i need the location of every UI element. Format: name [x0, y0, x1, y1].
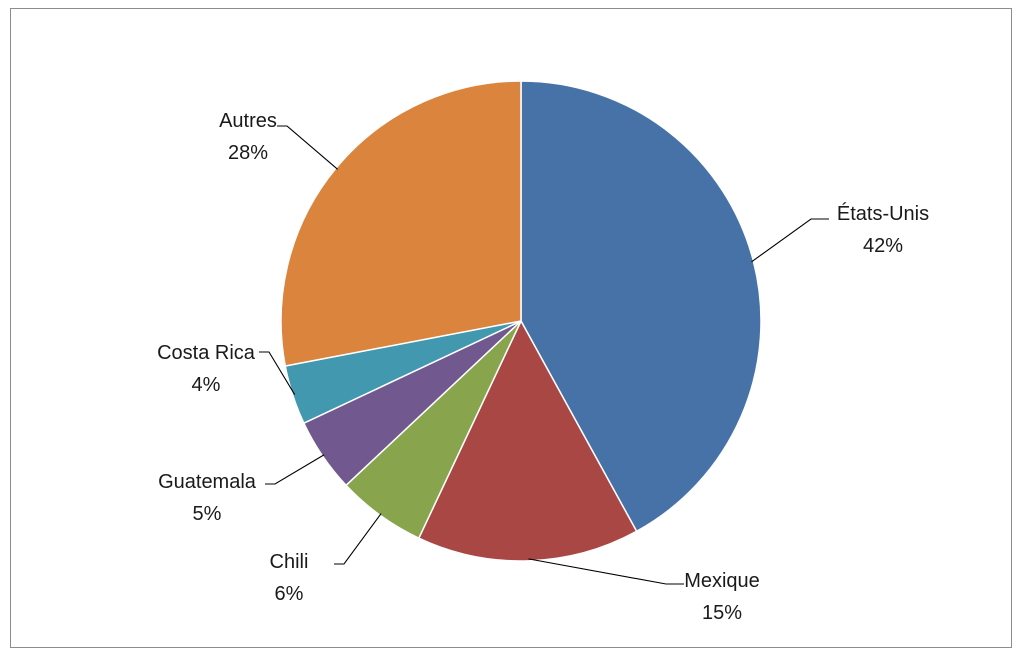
slice-value-label-tats-unis: 42% [863, 235, 903, 257]
pie-slice-autres [280, 80, 522, 367]
slice-value-label-guatemala: 5% [193, 503, 222, 525]
slice-value-label-mexique: 15% [702, 602, 742, 624]
pie-slice-mexique [417, 319, 638, 562]
pie-chart: États-Unis 42% Mexique 15% Chili 6% Guatemala 5… [157, 80, 929, 624]
slice-label-costa-rica: Costa Rica [157, 342, 256, 364]
slice-label-mexique: Mexique [684, 570, 760, 592]
leader-line-chili [334, 513, 382, 565]
leader-line-guatemala [265, 454, 325, 485]
slice-label-chili: Chili [270, 551, 309, 573]
slice-label-autres: Autres [219, 110, 277, 132]
pie-slice-tats-unis [520, 80, 762, 533]
slice-label-guatemala: Guatemala [158, 471, 257, 493]
leader-line-tats-unis [751, 218, 829, 263]
slice-label-tats-unis: États-Unis [837, 202, 929, 225]
leader-line-costa-rica [259, 351, 296, 395]
slice-value-label-chili: 6% [275, 583, 304, 605]
leader-line-mexique [528, 558, 684, 585]
slice-value-label-autres: 28% [228, 142, 268, 164]
leader-line-autres [277, 125, 338, 170]
slice-value-label-costa-rica: 4% [192, 374, 221, 396]
chart-frame: États-Unis 42% Mexique 15% Chili 6% Guatemala 5… [10, 8, 1012, 648]
